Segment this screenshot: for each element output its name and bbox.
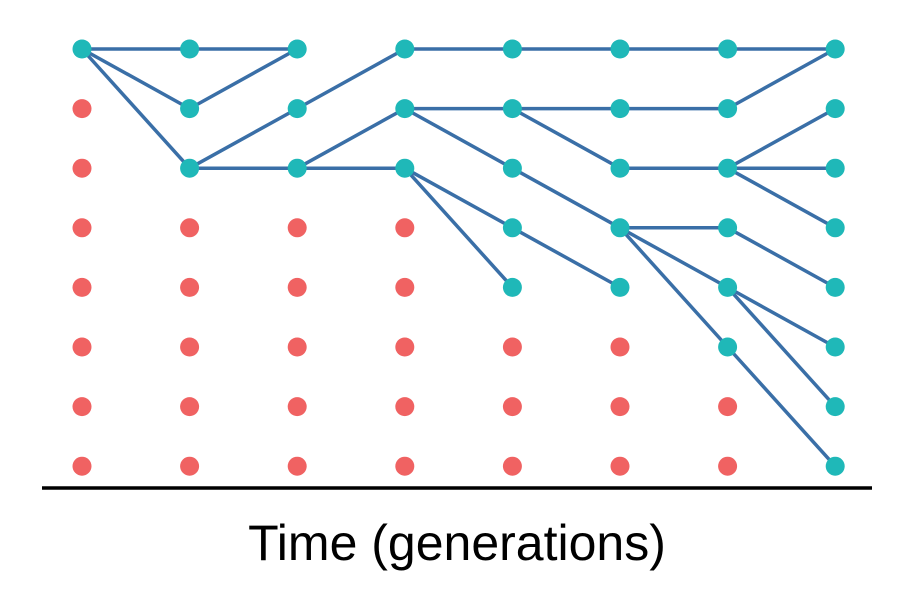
lineage-individual-node xyxy=(718,337,738,357)
lineage-individual-node xyxy=(180,99,200,119)
lineage-individual-node xyxy=(180,39,200,59)
lineage-edges xyxy=(80,47,837,468)
lineage-edge xyxy=(295,47,407,111)
extinct-individual-node xyxy=(502,397,522,417)
lineage-edge xyxy=(403,166,515,230)
lineage-edge xyxy=(725,47,837,111)
extinct-individual-node xyxy=(287,337,307,357)
lineage-individual-node xyxy=(610,99,630,119)
extinct-individual-node xyxy=(502,456,522,476)
extinct-individual-node xyxy=(180,277,200,297)
lineage-edge xyxy=(80,47,192,111)
extinct-individual-node xyxy=(395,397,415,417)
extinct-individual-node xyxy=(180,456,200,476)
time-axis-label: Time (generations) xyxy=(248,515,666,571)
lineage-individual-node xyxy=(502,158,522,178)
lineage-individual-node xyxy=(825,277,845,297)
extinct-individual-node xyxy=(72,277,92,297)
lineage-individual-node xyxy=(610,39,630,59)
extinct-individual-node xyxy=(718,397,738,417)
lineage-individual-node xyxy=(395,99,415,119)
lineage-individual-node xyxy=(718,39,738,59)
lineage-edge xyxy=(618,226,730,349)
lineage-individual-node xyxy=(287,99,307,119)
lineage-individual-node xyxy=(610,158,630,178)
lineage-individual-node xyxy=(825,456,845,476)
lineage-edge xyxy=(510,226,622,290)
extinct-individual-node xyxy=(610,337,630,357)
lineage-edge xyxy=(403,166,515,290)
extinct-individual-node xyxy=(395,218,415,238)
lineage-edge xyxy=(295,106,407,170)
lineage-individual-node xyxy=(610,277,630,297)
extinct-individual-node xyxy=(502,337,522,357)
lineage-edge xyxy=(725,106,837,170)
lineage-individual-node xyxy=(610,218,630,238)
extinct-individual-node xyxy=(287,397,307,417)
extinct-individual-node xyxy=(287,277,307,297)
extinct-individual-node xyxy=(718,456,738,476)
lineage-individual-node xyxy=(502,218,522,238)
extinct-individual-node xyxy=(180,337,200,357)
lineage-individual-node xyxy=(72,39,92,59)
extinct-individual-node xyxy=(72,337,92,357)
extinct-individual-node xyxy=(395,277,415,297)
lineage-individual-node xyxy=(287,158,307,178)
lineage-edge xyxy=(187,47,299,111)
extinct-individual-node xyxy=(72,99,92,119)
lineage-individual-node xyxy=(718,218,738,238)
extinct-individual-node xyxy=(287,456,307,476)
extinct-individual-node xyxy=(610,456,630,476)
extinct-individual-node xyxy=(395,456,415,476)
lineage-edge xyxy=(510,106,622,170)
lineage-individual-node xyxy=(718,99,738,119)
lineage-individual-node xyxy=(395,158,415,178)
lineage-individual-node xyxy=(825,99,845,119)
lineage-edge xyxy=(618,226,730,290)
lineage-individual-node xyxy=(287,39,307,59)
extinct-individual-node xyxy=(287,218,307,238)
lineage-edge xyxy=(725,166,837,230)
extinct-individual-node xyxy=(180,218,200,238)
extinct-individual-node xyxy=(72,218,92,238)
extinct-individual-node xyxy=(180,397,200,417)
lineage-individual-node xyxy=(395,39,415,59)
lineage-edge xyxy=(725,226,837,290)
lineage-individual-node xyxy=(825,397,845,417)
lineage-individual-node xyxy=(502,39,522,59)
lineage-edge xyxy=(80,47,192,170)
lineage-individual-node xyxy=(502,277,522,297)
lineage-edge xyxy=(403,106,515,170)
lineage-individual-node xyxy=(718,277,738,297)
lineage-individual-node xyxy=(825,337,845,357)
lineage-edge xyxy=(725,285,837,409)
extinct-individual-node xyxy=(72,158,92,178)
lineage-edge xyxy=(510,166,622,230)
lineage-edge xyxy=(187,106,299,170)
lineage-individual-node xyxy=(502,99,522,119)
lineage-edge xyxy=(725,345,837,468)
extinct-individual-node xyxy=(610,397,630,417)
lineage-individual-node xyxy=(180,158,200,178)
lineage-individual-node xyxy=(718,158,738,178)
extinct-individual-node xyxy=(72,397,92,417)
lineage-edge xyxy=(725,285,837,349)
extinct-individual-node xyxy=(72,456,92,476)
lineage-individual-node xyxy=(825,39,845,59)
lineage-individual-node xyxy=(825,218,845,238)
extinct-individual-node xyxy=(395,337,415,357)
lineage-individual-node xyxy=(825,158,845,178)
individuals-grid xyxy=(72,39,845,476)
